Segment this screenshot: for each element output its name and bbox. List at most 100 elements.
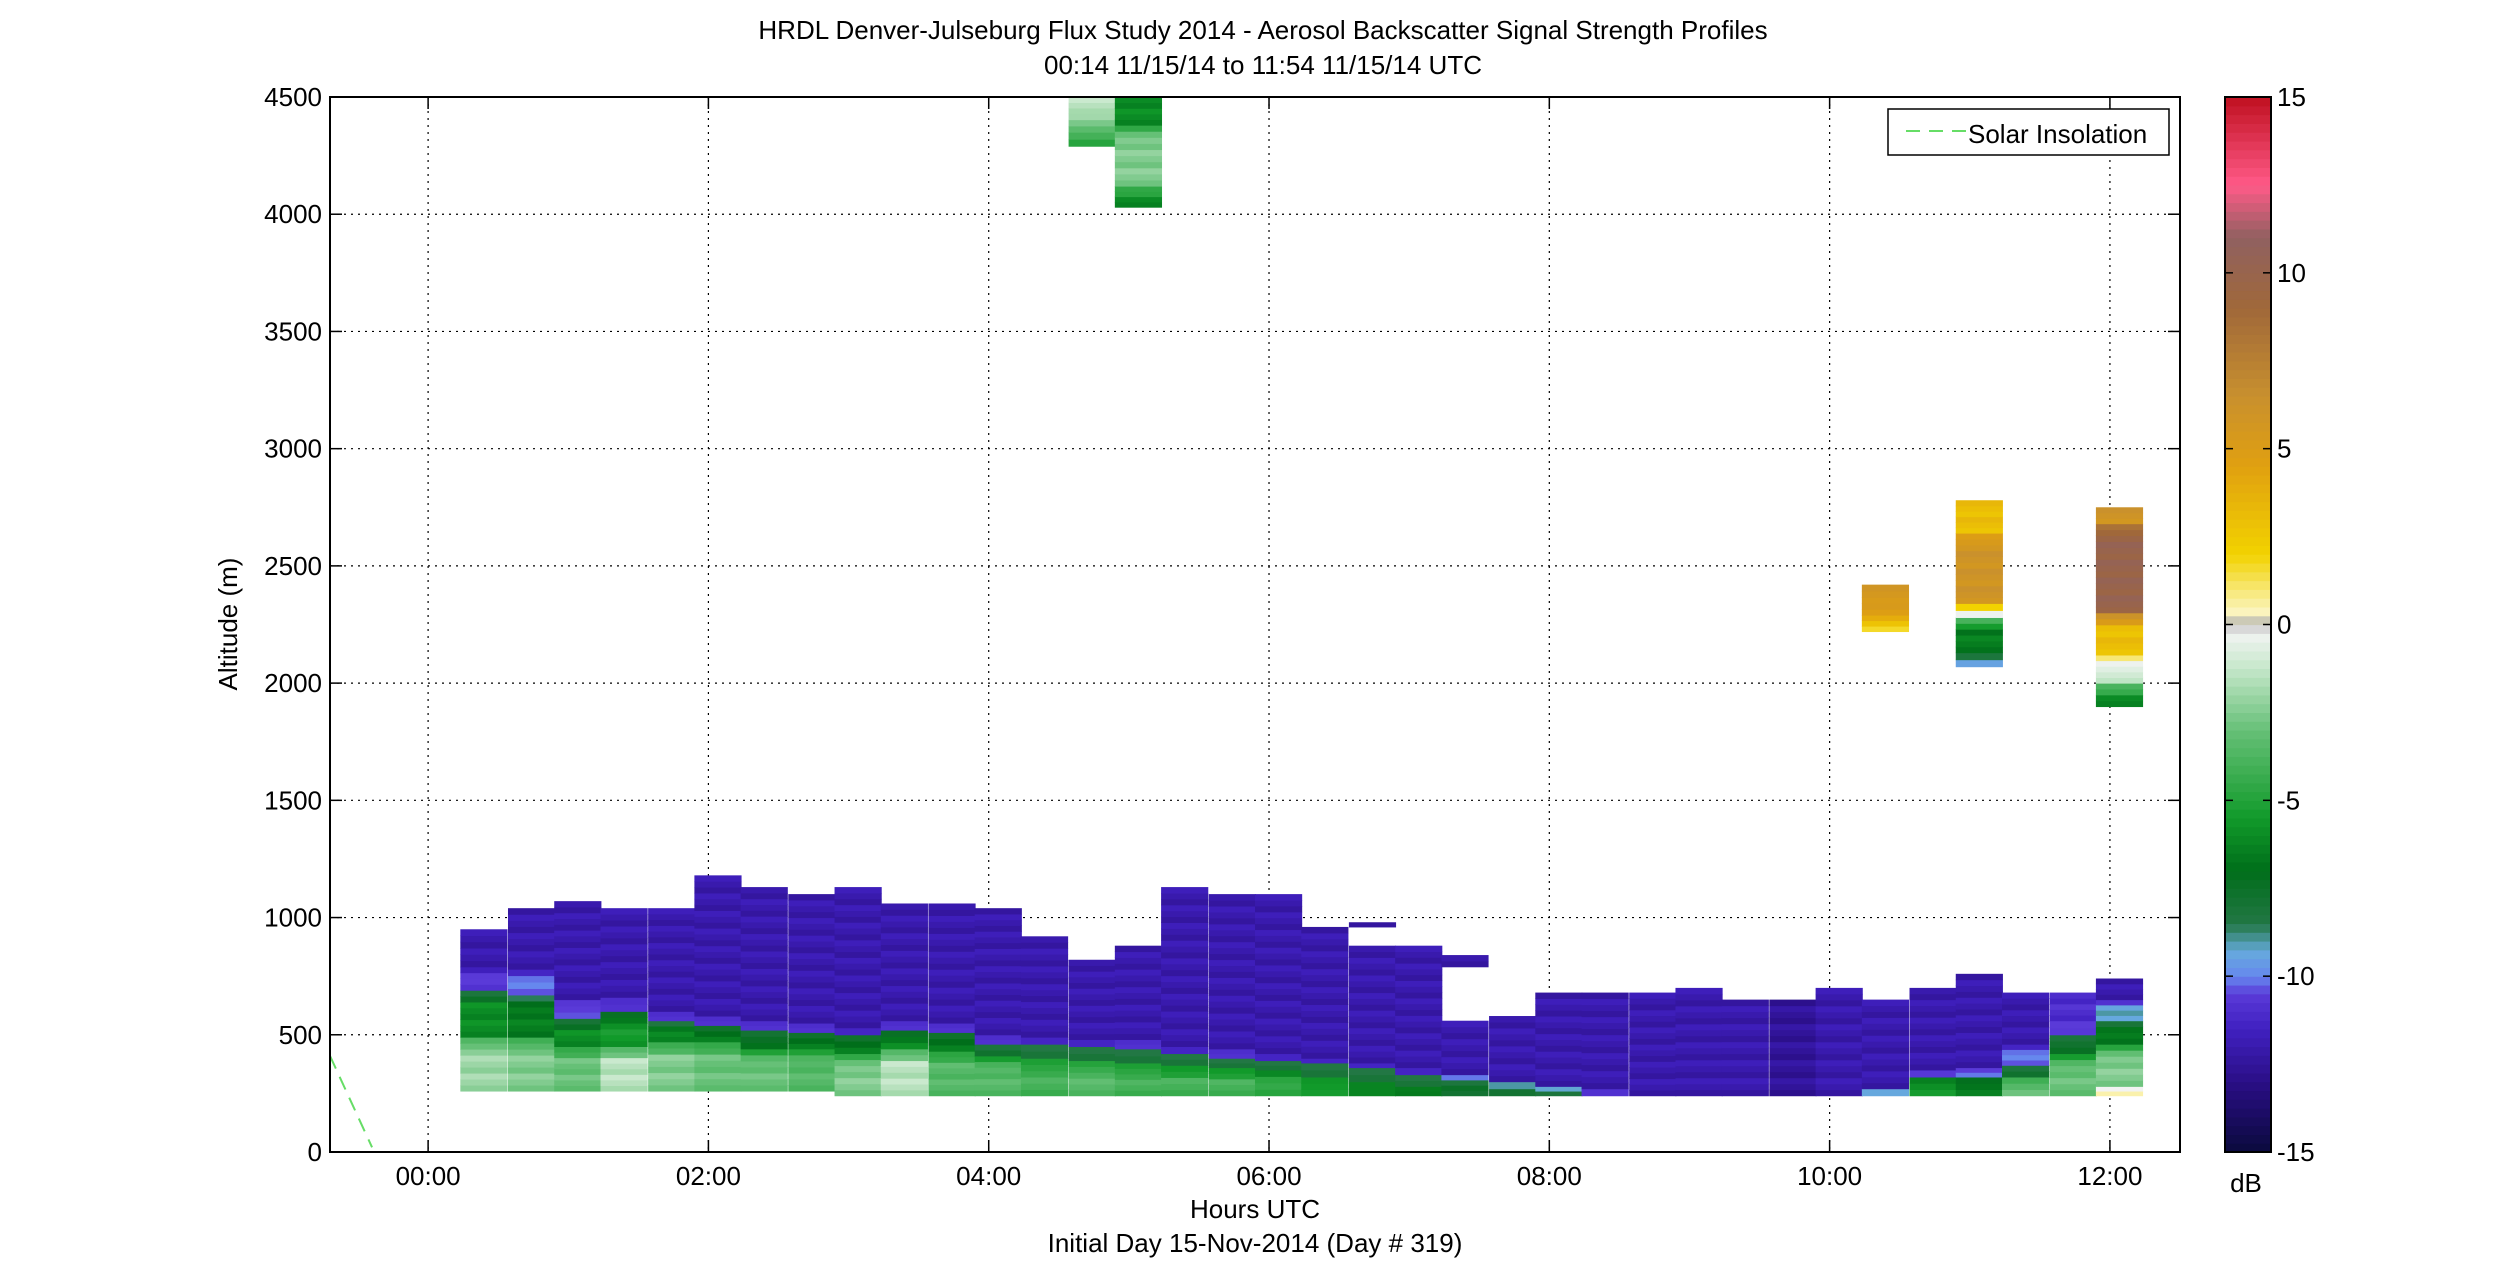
heatmap-cell bbox=[1581, 1088, 1629, 1097]
heatmap-cell bbox=[740, 974, 788, 981]
heatmap-cell bbox=[1581, 1046, 1629, 1054]
heatmap-cell bbox=[1861, 590, 1910, 598]
heatmap-cell bbox=[880, 967, 928, 975]
heatmap-cell bbox=[600, 961, 648, 969]
heatmap-cell bbox=[1955, 544, 2003, 552]
heatmap-cell bbox=[834, 1083, 882, 1091]
heatmap-cell bbox=[1535, 1004, 1583, 1011]
heatmap-cell bbox=[2095, 654, 2144, 662]
heatmap-cell bbox=[740, 968, 788, 975]
heatmap-cell bbox=[694, 1030, 742, 1037]
heatmap-cell bbox=[2002, 1015, 2050, 1022]
x-axis-label: Hours UTC bbox=[1190, 1194, 1320, 1224]
heatmap-cell bbox=[1114, 1073, 1163, 1080]
heatmap-cell bbox=[1769, 1089, 1817, 1097]
heatmap-cell bbox=[1161, 999, 1209, 1006]
heatmap-cell bbox=[974, 971, 1022, 978]
heatmap-cell bbox=[1581, 1034, 1629, 1042]
heatmap-cell bbox=[554, 1040, 602, 1047]
heatmap-cell bbox=[1068, 999, 1116, 1006]
heatmap-cell bbox=[1395, 1074, 1443, 1081]
heatmap-cell bbox=[880, 956, 928, 963]
heatmap-cell bbox=[1255, 1069, 1303, 1077]
colorbar-segment bbox=[2225, 1116, 2271, 1127]
heatmap-cell bbox=[740, 910, 788, 917]
heatmap-cell bbox=[1675, 999, 1723, 1007]
heatmap-cell bbox=[1020, 954, 1069, 961]
heatmap-cell bbox=[1955, 1067, 2003, 1073]
heatmap-cell bbox=[880, 1014, 928, 1022]
heatmap-cell bbox=[1301, 1046, 1349, 1053]
heatmap-cell bbox=[1675, 1023, 1723, 1031]
heatmap-cell bbox=[1068, 1072, 1116, 1079]
heatmap-cell bbox=[1955, 500, 2003, 507]
heatmap-cell bbox=[1489, 1081, 1537, 1090]
heatmap-cell bbox=[1815, 1029, 1863, 1037]
colorbar-segment bbox=[2225, 580, 2271, 590]
colorbar-segment bbox=[2225, 281, 2271, 292]
heatmap-cell bbox=[1161, 993, 1209, 1000]
colorbar-segment bbox=[2225, 264, 2271, 274]
heatmap-cell bbox=[1395, 1032, 1443, 1040]
colorbar-segment bbox=[2225, 782, 2271, 793]
heatmap-cell bbox=[2049, 1071, 2097, 1079]
heatmap-cell bbox=[1161, 940, 1209, 947]
heatmap-cell bbox=[2095, 1056, 2144, 1063]
heatmap-cell bbox=[460, 948, 508, 955]
heatmap-cell bbox=[1629, 1067, 1677, 1074]
heatmap-cell bbox=[507, 920, 556, 927]
heatmap-cell bbox=[1348, 998, 1397, 1005]
heatmap-cell bbox=[1208, 1036, 1256, 1044]
heatmap-cell bbox=[2095, 671, 2144, 678]
heatmap-cell bbox=[974, 965, 1022, 972]
heatmap-cell bbox=[600, 931, 648, 939]
heatmap-cell bbox=[928, 1044, 976, 1052]
heatmap-cell bbox=[1815, 993, 1863, 1001]
heatmap-cell bbox=[1955, 1020, 2003, 1028]
heatmap-cell bbox=[834, 957, 882, 964]
heatmap-cell bbox=[2095, 660, 2144, 667]
heatmap-cell bbox=[1815, 1077, 1863, 1085]
heatmap-cell bbox=[648, 913, 696, 921]
colorbar-tick-label: 10 bbox=[2277, 258, 2306, 288]
heatmap-cell bbox=[1395, 974, 1443, 982]
heatmap-cell bbox=[1161, 975, 1209, 983]
heatmap-cell bbox=[1629, 1072, 1677, 1080]
heatmap-cell bbox=[1114, 1090, 1163, 1097]
heatmap-cell bbox=[1114, 1021, 1163, 1029]
heatmap-cell bbox=[507, 1073, 556, 1080]
heatmap-cell bbox=[834, 974, 882, 982]
heatmap-cell bbox=[834, 892, 882, 900]
heatmap-cell bbox=[1861, 609, 1910, 616]
heatmap-cell bbox=[1348, 1010, 1397, 1017]
heatmap-cell bbox=[648, 936, 696, 944]
heatmap-cell bbox=[740, 962, 788, 969]
heatmap-cell bbox=[1114, 137, 1163, 144]
heatmap-cell bbox=[1348, 951, 1397, 958]
heatmap-cell bbox=[974, 1023, 1022, 1030]
heatmap-cell bbox=[554, 959, 602, 966]
heatmap-cell bbox=[1208, 1042, 1256, 1050]
colorbar-segment bbox=[2225, 976, 2271, 986]
colorbar-tick-label: 0 bbox=[2277, 610, 2291, 640]
heatmap-cell bbox=[2095, 577, 2144, 584]
heatmap-cell bbox=[1955, 997, 2003, 1004]
heatmap-cell bbox=[1020, 1025, 1069, 1032]
heatmap-cell bbox=[880, 1066, 928, 1073]
heatmap-cell bbox=[1861, 597, 1910, 604]
heatmap-cell bbox=[1020, 1031, 1069, 1038]
heatmap-cell bbox=[1114, 1033, 1163, 1040]
heatmap-cell bbox=[2049, 1077, 2097, 1085]
heatmap-cell bbox=[1721, 1005, 1769, 1013]
heatmap-cell bbox=[1441, 1090, 1489, 1097]
y-tick-label: 0 bbox=[308, 1137, 322, 1167]
heatmap-cell bbox=[648, 965, 696, 972]
heatmap-cell bbox=[554, 1029, 602, 1036]
heatmap-cell bbox=[1581, 1010, 1629, 1018]
heatmap-cell bbox=[2095, 1050, 2144, 1057]
colorbar-segment bbox=[2225, 255, 2271, 265]
heatmap-cell bbox=[1020, 1013, 1069, 1020]
heatmap-cell bbox=[507, 944, 556, 952]
colorbar-frame bbox=[2224, 96, 2272, 1153]
heatmap-cell bbox=[788, 929, 836, 936]
